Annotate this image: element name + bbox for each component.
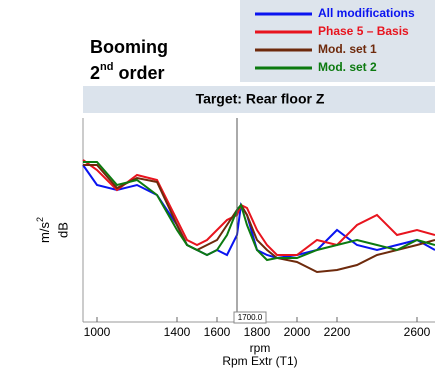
legend-label: Mod. set 2 — [318, 60, 377, 74]
y-label-part: m/s — [37, 222, 52, 243]
chart-title: 2nd order — [90, 61, 164, 83]
legend-label: Phase 5 – Basis — [318, 24, 409, 38]
x-axis-label: rpm — [250, 341, 271, 355]
y-axis-label: m/s2 — [35, 217, 52, 243]
x-tick-label: 1400 — [164, 325, 191, 339]
legend-label: Mod. set 1 — [318, 42, 377, 56]
y-axis-unit: dB — [55, 222, 70, 238]
x-axis-label: Rpm Extr (T1) — [222, 354, 297, 368]
y-label-sup: 2 — [35, 217, 45, 222]
title-part: order — [113, 63, 164, 83]
title-sup: nd — [100, 61, 113, 73]
legend-label: All modifications — [318, 6, 415, 20]
x-tick-label: 2000 — [284, 325, 311, 339]
title-part: 2 — [90, 63, 100, 83]
x-tick-label: 1000 — [84, 325, 111, 339]
x-tick-label: 2200 — [324, 325, 351, 339]
chart-title: Booming — [90, 37, 168, 57]
x-tick-label: 1800 — [244, 325, 271, 339]
cursor-label-box — [233, 311, 267, 324]
cursor-label: 1700.0 — [238, 313, 263, 322]
banner: Target: Rear floor Z — [196, 91, 325, 107]
x-tick-label: 2600 — [404, 325, 431, 339]
x-tick-label: 1600 — [204, 325, 231, 339]
series-line — [83, 161, 435, 262]
banner-box — [83, 86, 435, 113]
